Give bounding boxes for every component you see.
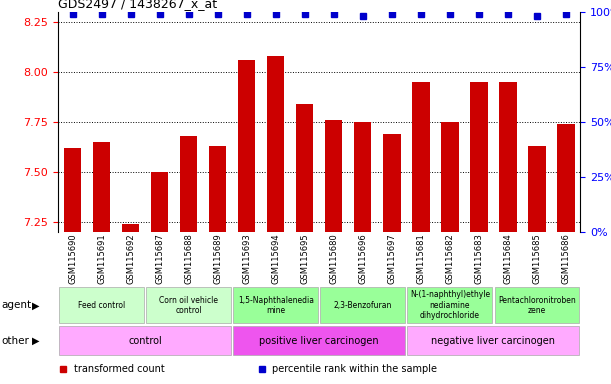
Text: negative liver carcinogen: negative liver carcinogen [431,336,555,346]
Text: Pentachloronitroben
zene: Pentachloronitroben zene [498,296,576,315]
Text: GSM115690: GSM115690 [68,233,77,284]
Text: GDS2497 / 1438267_x_at: GDS2497 / 1438267_x_at [58,0,217,10]
Text: 1,5-Naphthalenedia
mine: 1,5-Naphthalenedia mine [238,296,313,315]
Bar [412,82,430,232]
Text: ▶: ▶ [32,336,39,346]
Text: GSM115688: GSM115688 [184,233,193,284]
Bar [383,134,401,232]
Bar [441,122,458,232]
Bar [59,287,144,323]
Text: GSM115682: GSM115682 [445,233,455,284]
Text: GSM115695: GSM115695 [300,233,309,284]
Bar [233,287,318,323]
Text: GSM115683: GSM115683 [474,233,483,284]
Bar [146,287,231,323]
Text: 2,3-Benzofuran: 2,3-Benzofuran [334,301,392,310]
Bar [93,142,110,232]
Bar [325,120,342,232]
Text: GSM115681: GSM115681 [416,233,425,284]
Text: percentile rank within the sample: percentile rank within the sample [273,364,437,374]
Bar [528,146,546,232]
Text: GSM115694: GSM115694 [271,233,280,284]
Bar [296,104,313,232]
Text: GSM115697: GSM115697 [387,233,397,284]
Bar [64,148,81,232]
Text: Feed control: Feed control [78,301,125,310]
Text: GSM115684: GSM115684 [503,233,513,284]
Bar [180,136,197,232]
Bar [122,224,139,232]
Text: transformed count: transformed count [74,364,164,374]
Bar [151,172,169,232]
Text: GSM115685: GSM115685 [532,233,541,284]
Text: GSM115691: GSM115691 [97,233,106,284]
Bar [408,287,492,323]
Text: GSM115680: GSM115680 [329,233,338,284]
Text: ▶: ▶ [32,300,39,310]
Bar [233,326,405,356]
Text: GSM115686: GSM115686 [562,233,571,284]
Text: GSM115689: GSM115689 [213,233,222,284]
Bar [354,122,371,232]
Bar [209,146,226,232]
Text: N-(1-naphthyl)ethyle
nediamine
dihydrochloride: N-(1-naphthyl)ethyle nediamine dihydroch… [410,290,490,320]
Bar [499,82,516,232]
Text: Corn oil vehicle
control: Corn oil vehicle control [159,296,218,315]
Text: other: other [2,336,30,346]
Text: GSM115693: GSM115693 [242,233,251,284]
Bar [408,326,579,356]
Text: control: control [128,336,162,346]
Text: agent: agent [2,300,32,310]
Text: GSM115692: GSM115692 [126,233,135,284]
Text: GSM115696: GSM115696 [358,233,367,284]
Bar [59,326,231,356]
Bar [557,124,574,232]
Text: GSM115687: GSM115687 [155,233,164,284]
Bar [238,60,255,232]
Text: positive liver carcinogen: positive liver carcinogen [260,336,379,346]
Bar [320,287,405,323]
Bar [470,82,488,232]
Bar [267,56,285,232]
Bar [494,287,579,323]
